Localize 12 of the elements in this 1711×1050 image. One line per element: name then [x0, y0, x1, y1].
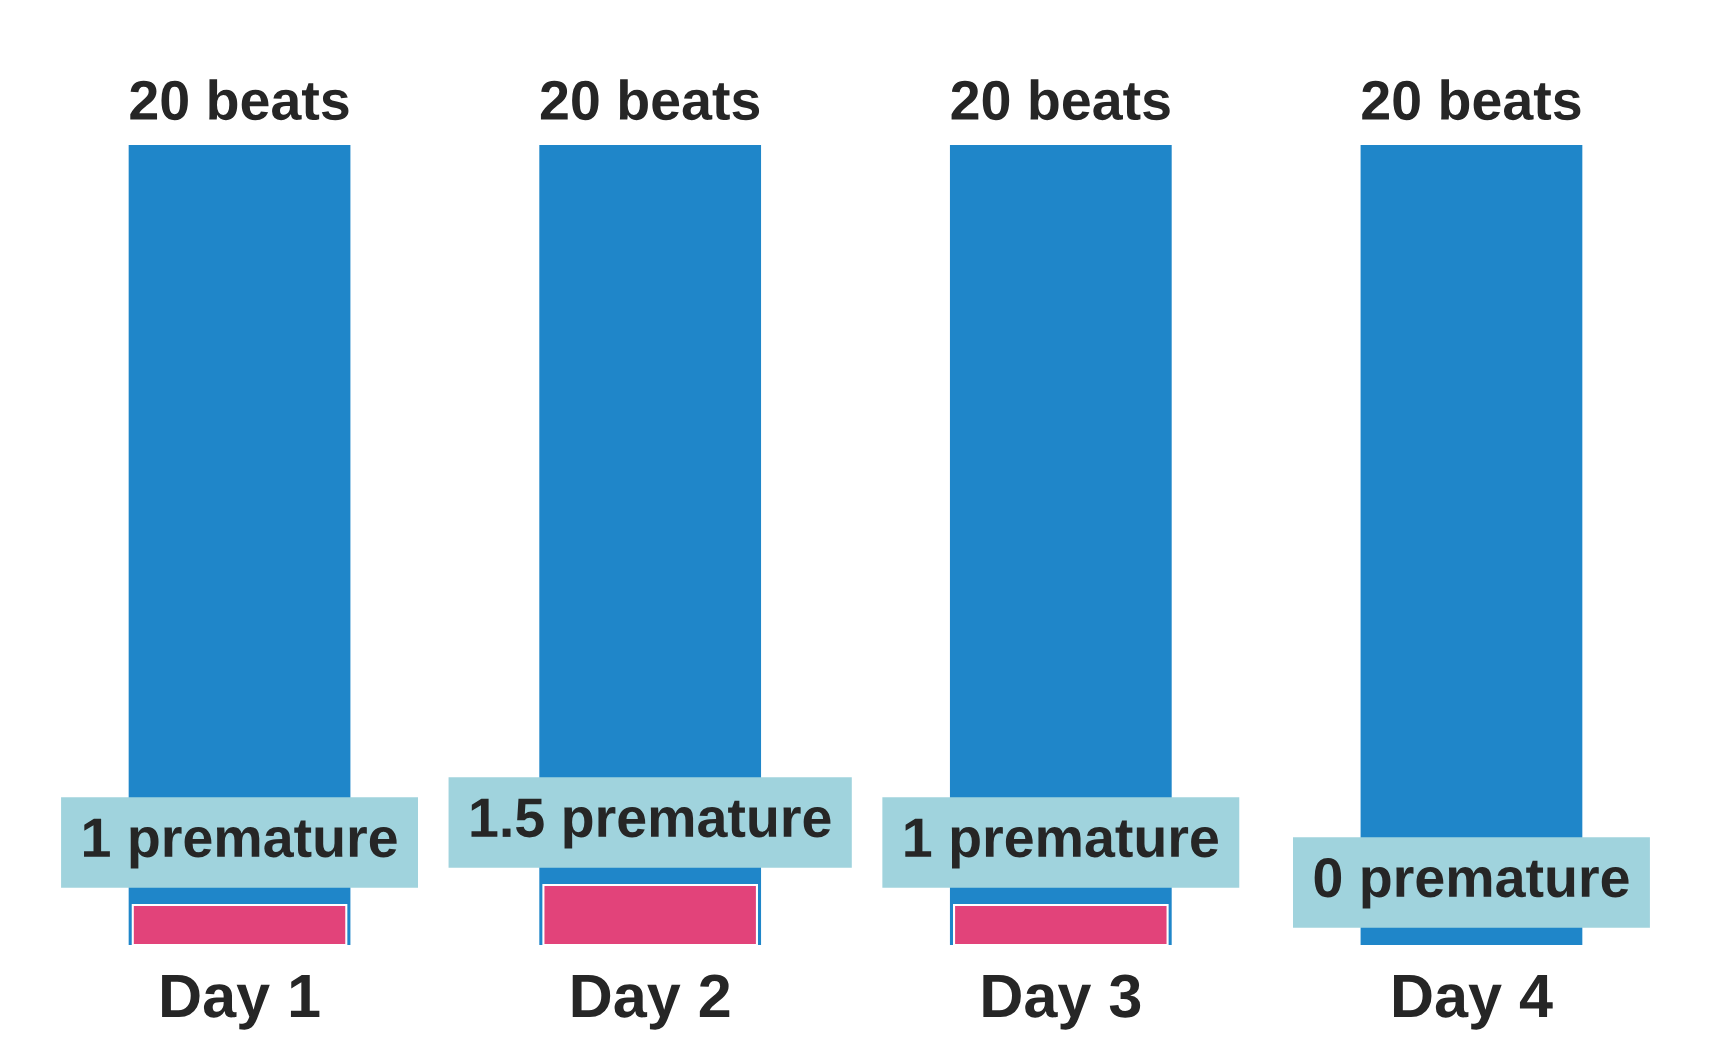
- x-tick-label: Day 1: [162, 975, 320, 1030]
- data-label: 20 beats: [951, 79, 1170, 121]
- data-label: 20 beats: [1362, 79, 1581, 121]
- data-label: 20 beats: [540, 79, 760, 121]
- x-tick-label: Day 4: [1394, 975, 1553, 1030]
- x-tick-label: Day 2: [572, 974, 730, 1030]
- data-label: 1 premature: [905, 818, 1218, 869]
- data-label: 0 premature: [1314, 858, 1629, 909]
- data-label: 1 premature: [84, 818, 397, 869]
- data-label: 1.5 premature: [471, 798, 831, 849]
- data-label: 20 beats: [130, 79, 349, 121]
- x-tick-label: Day 3: [983, 974, 1141, 1030]
